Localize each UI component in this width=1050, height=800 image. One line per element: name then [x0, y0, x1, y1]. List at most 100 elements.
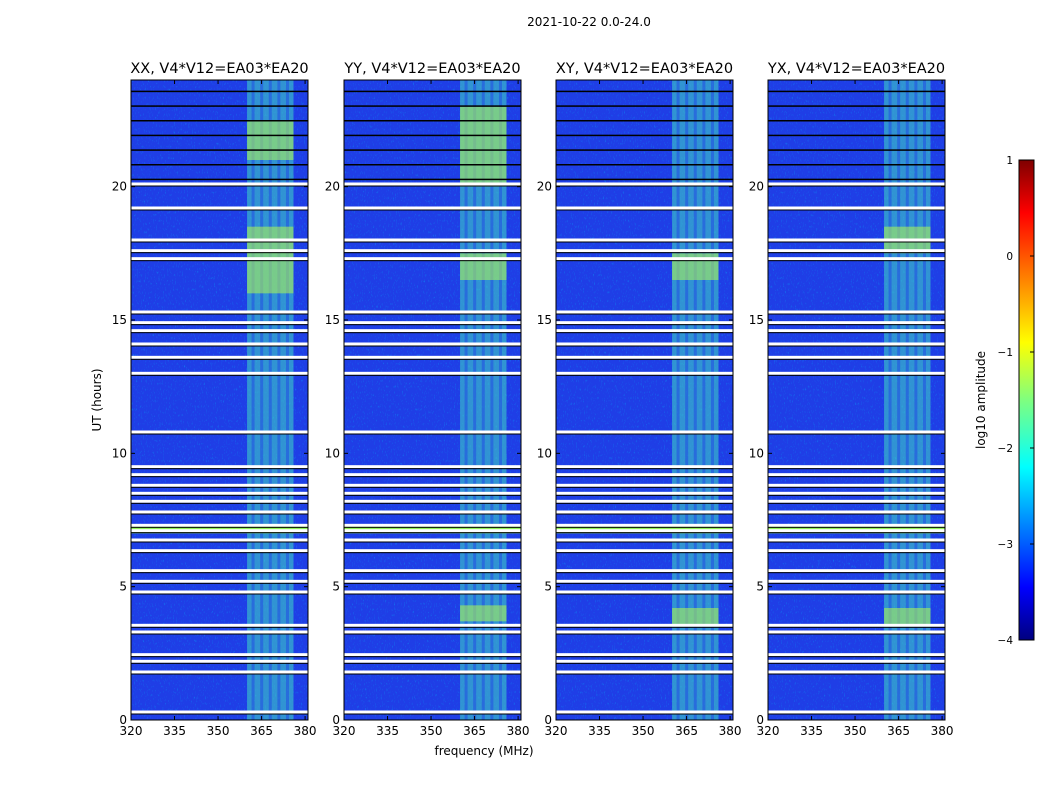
flagged-row	[768, 523, 945, 527]
flagged-row	[768, 510, 945, 514]
flagged-row	[344, 329, 521, 333]
rfi-gap	[277, 80, 281, 720]
strong-rfi-region	[247, 120, 294, 160]
rfi-gap	[710, 80, 714, 720]
flagged-row-edge	[768, 324, 945, 326]
y-tick-label: 10	[325, 446, 340, 460]
flagged-row	[344, 538, 521, 542]
flagged-row-edge	[556, 532, 733, 534]
flagged-row	[556, 590, 733, 594]
flagged-row-edge	[768, 582, 945, 584]
flagged-row-edge	[131, 332, 308, 334]
x-tick-label: 335	[800, 724, 823, 738]
x-tick-label: 320	[545, 724, 568, 738]
flagged-row-edge	[344, 178, 521, 181]
broadband-event	[344, 524, 521, 534]
flagged-row-edge	[131, 552, 308, 554]
flagged-row	[556, 321, 733, 325]
flagged-row	[344, 630, 521, 634]
flagged-row-edge	[556, 633, 733, 635]
flagged-row-edge	[344, 494, 521, 496]
y-tick-label: 15	[749, 313, 764, 327]
flagged-row	[344, 579, 521, 583]
flagged-row-edge	[131, 486, 308, 488]
flagged-row-edge	[556, 241, 733, 243]
flagged-row-edge	[556, 433, 733, 435]
rfi-gap	[693, 80, 697, 720]
flagged-row	[556, 342, 733, 346]
flagged-row-edge	[556, 260, 733, 262]
flagged-row	[131, 710, 308, 714]
flagged-row	[131, 473, 308, 477]
rfi-gap	[464, 80, 468, 720]
flagged-row	[768, 670, 945, 674]
flagged-row-edge	[768, 374, 945, 376]
flagged-row-edge	[344, 241, 521, 243]
flagged-row	[344, 310, 521, 314]
flagged-row	[344, 483, 521, 487]
flagged-row	[768, 710, 945, 714]
rfi-gap	[498, 80, 502, 720]
flagged-row-edge	[344, 120, 521, 122]
flagged-row-edge	[556, 185, 733, 187]
flagged-row-edge	[131, 476, 308, 478]
y-tick-label: 10	[749, 446, 764, 460]
flagged-row-edge	[768, 541, 945, 543]
flagged-row	[344, 473, 521, 477]
flagged-row	[768, 630, 945, 634]
flagged-row	[556, 499, 733, 503]
flagged-row	[344, 371, 521, 375]
rfi-gap	[481, 80, 485, 720]
flagged-row	[556, 653, 733, 657]
flagged-row	[768, 465, 945, 469]
flagged-row-edge	[768, 633, 945, 635]
flagged-row	[344, 465, 521, 469]
flagged-row	[768, 182, 945, 186]
flagged-row-edge	[131, 105, 308, 107]
flagged-row-edge	[344, 209, 521, 211]
broadband-event	[131, 524, 308, 534]
flagged-row-edge	[768, 626, 945, 628]
flagged-row-edge	[131, 593, 308, 595]
flagged-row	[768, 342, 945, 346]
flagged-row	[131, 206, 308, 210]
flagged-row	[768, 430, 945, 434]
flagged-row	[131, 355, 308, 359]
flagged-row	[556, 491, 733, 495]
flagged-row	[768, 590, 945, 594]
flagged-row	[344, 569, 521, 573]
flagged-row-edge	[131, 468, 308, 470]
flagged-row-edge	[131, 572, 308, 574]
flagged-row	[556, 529, 733, 533]
flagged-row	[556, 538, 733, 542]
flagged-row-edge	[131, 494, 308, 496]
flagged-row	[131, 371, 308, 375]
colorbar-tick-label: −2	[998, 443, 1013, 455]
flagged-row	[556, 329, 733, 333]
flagged-row	[344, 342, 521, 346]
flagged-row	[131, 483, 308, 487]
flagged-row	[344, 670, 521, 674]
y-tick-label: 5	[332, 580, 340, 594]
flagged-row	[556, 510, 733, 514]
rfi-gap	[897, 80, 901, 720]
flagged-row-edge	[344, 134, 521, 137]
flagged-row	[556, 182, 733, 186]
flagged-row	[131, 257, 308, 261]
flagged-row	[344, 430, 521, 434]
flagged-row-edge	[768, 502, 945, 504]
x-tick-label: 350	[844, 724, 867, 738]
x-tick-label: 350	[420, 724, 443, 738]
rfi-gap	[914, 80, 918, 720]
flagged-row-edge	[556, 673, 733, 675]
flagged-row-edge	[344, 468, 521, 470]
flagged-row-edge	[556, 358, 733, 360]
figure-suptitle: 2021-10-22 0.0-24.0	[527, 15, 651, 29]
flagged-row-edge	[556, 90, 733, 93]
flagged-row	[131, 510, 308, 514]
flagged-row	[344, 510, 521, 514]
flagged-row-edge	[556, 468, 733, 470]
colorbar-scale	[1018, 159, 1035, 641]
flagged-row-edge	[131, 633, 308, 635]
